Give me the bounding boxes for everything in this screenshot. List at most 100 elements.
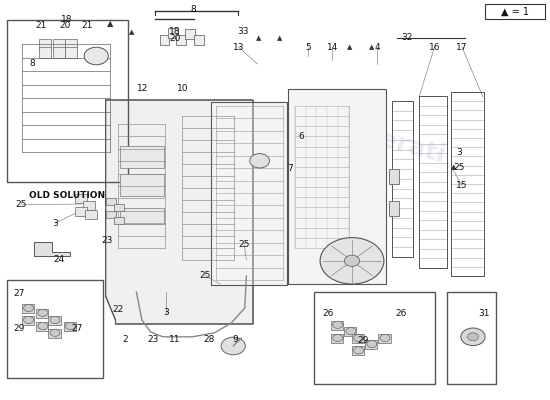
Text: 3: 3 bbox=[52, 219, 58, 228]
Polygon shape bbox=[34, 242, 70, 256]
Text: 21: 21 bbox=[35, 22, 46, 30]
Text: ▲: ▲ bbox=[450, 164, 456, 170]
Bar bbox=[419, 96, 447, 268]
Bar bbox=[22, 304, 34, 313]
Circle shape bbox=[333, 334, 343, 342]
Text: 25: 25 bbox=[199, 271, 210, 280]
Circle shape bbox=[344, 255, 360, 266]
Bar bbox=[392, 101, 412, 257]
Text: 14: 14 bbox=[327, 43, 338, 52]
Text: 5: 5 bbox=[305, 43, 311, 52]
Bar bbox=[75, 207, 87, 216]
Text: 8: 8 bbox=[191, 6, 196, 14]
Text: 7: 7 bbox=[288, 164, 293, 173]
Bar bbox=[211, 102, 287, 285]
Bar bbox=[106, 211, 116, 218]
Circle shape bbox=[84, 47, 108, 65]
Text: 15: 15 bbox=[456, 181, 468, 190]
Bar bbox=[39, 39, 51, 50]
Circle shape bbox=[333, 321, 343, 328]
Text: 3: 3 bbox=[456, 148, 461, 157]
Bar bbox=[160, 35, 169, 45]
Text: ▲: ▲ bbox=[347, 44, 353, 50]
Bar bbox=[194, 35, 204, 45]
Bar bbox=[114, 217, 124, 224]
Circle shape bbox=[24, 316, 34, 324]
Text: 28: 28 bbox=[204, 335, 214, 344]
Bar bbox=[64, 322, 76, 331]
Text: 2: 2 bbox=[123, 335, 128, 344]
Text: 22: 22 bbox=[112, 306, 123, 314]
Bar bbox=[48, 329, 60, 338]
Bar bbox=[120, 208, 164, 224]
Text: 11: 11 bbox=[169, 335, 180, 344]
Circle shape bbox=[461, 328, 485, 346]
Text: 29: 29 bbox=[13, 324, 24, 333]
Circle shape bbox=[38, 322, 48, 330]
Circle shape bbox=[250, 154, 270, 168]
Circle shape bbox=[50, 316, 60, 324]
Text: ▲ = 1: ▲ = 1 bbox=[501, 7, 529, 17]
Bar bbox=[352, 334, 364, 343]
Text: ▲: ▲ bbox=[256, 35, 261, 41]
Circle shape bbox=[38, 309, 48, 316]
Bar bbox=[314, 292, 435, 384]
Circle shape bbox=[221, 337, 245, 355]
Circle shape bbox=[346, 328, 356, 335]
Circle shape bbox=[50, 329, 60, 336]
Bar bbox=[75, 194, 87, 203]
Text: 27: 27 bbox=[13, 290, 24, 298]
Text: 18: 18 bbox=[169, 27, 180, 36]
Text: a parts
diagram: a parts diagram bbox=[186, 178, 342, 286]
Bar bbox=[36, 322, 48, 331]
Bar bbox=[82, 201, 95, 210]
Bar bbox=[389, 169, 399, 184]
Text: 16: 16 bbox=[429, 43, 440, 52]
Bar bbox=[447, 292, 496, 384]
Bar bbox=[39, 47, 51, 58]
Bar bbox=[120, 146, 164, 168]
Text: ▲: ▲ bbox=[129, 29, 135, 35]
Text: 26: 26 bbox=[396, 310, 407, 318]
Circle shape bbox=[354, 347, 364, 354]
Bar bbox=[85, 210, 97, 219]
Text: 8: 8 bbox=[29, 60, 35, 68]
Text: 4: 4 bbox=[375, 43, 380, 52]
Bar bbox=[120, 174, 164, 196]
Bar bbox=[352, 346, 364, 355]
Bar bbox=[344, 327, 356, 336]
Text: 12: 12 bbox=[138, 84, 148, 93]
Text: 21: 21 bbox=[81, 22, 92, 30]
Bar bbox=[378, 334, 390, 343]
Text: maserati: maserati bbox=[322, 112, 448, 168]
Text: 9: 9 bbox=[233, 335, 238, 344]
Text: 10: 10 bbox=[177, 84, 188, 93]
Bar bbox=[65, 39, 77, 50]
Bar bbox=[53, 47, 65, 58]
Bar bbox=[365, 340, 377, 349]
Bar bbox=[288, 89, 386, 284]
Text: 20: 20 bbox=[169, 34, 180, 43]
Text: 13: 13 bbox=[233, 43, 244, 52]
Bar bbox=[7, 280, 103, 378]
Bar bbox=[485, 4, 544, 19]
Text: 17: 17 bbox=[456, 43, 468, 52]
Bar bbox=[22, 316, 34, 325]
Circle shape bbox=[468, 333, 478, 341]
Bar bbox=[176, 35, 186, 45]
Text: OLD SOLUTION: OLD SOLUTION bbox=[29, 191, 105, 200]
Text: 23: 23 bbox=[101, 236, 112, 245]
Bar bbox=[114, 204, 124, 211]
Polygon shape bbox=[106, 100, 253, 324]
Bar bbox=[185, 29, 195, 39]
Text: 29: 29 bbox=[358, 336, 368, 345]
Text: 6: 6 bbox=[299, 132, 304, 141]
Text: 3: 3 bbox=[163, 308, 169, 317]
Text: 25: 25 bbox=[453, 163, 464, 172]
Bar bbox=[7, 20, 128, 182]
Text: ▲: ▲ bbox=[107, 19, 113, 28]
Bar bbox=[36, 309, 48, 318]
Text: 32: 32 bbox=[402, 33, 412, 42]
Bar bbox=[48, 316, 60, 325]
Text: 31: 31 bbox=[478, 310, 490, 318]
